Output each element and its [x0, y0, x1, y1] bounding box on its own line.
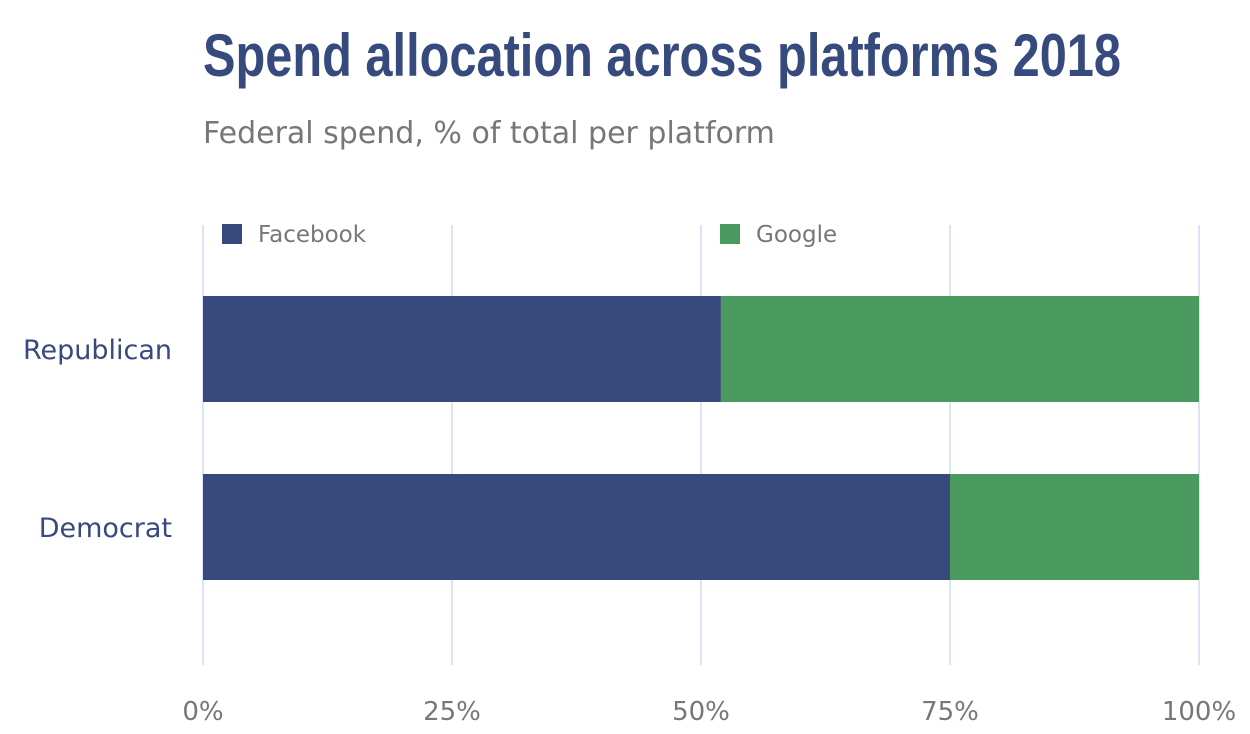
x-tick-label: 50% [672, 697, 730, 727]
category-labels: Republican Democrat [23, 335, 172, 544]
bar-republican-google [720, 296, 1199, 402]
legend-label-google: Google [756, 222, 837, 248]
gridlines [202, 225, 1200, 665]
x-tick-label: 0% [182, 697, 223, 727]
legend-swatch-facebook [222, 224, 242, 244]
legend: Facebook Google [222, 222, 837, 248]
x-tick-label: 100% [1162, 697, 1236, 727]
legend-label-facebook: Facebook [258, 222, 367, 248]
chart-title: Spend allocation across platforms 2018 [203, 22, 1121, 89]
category-label: Republican [23, 335, 172, 366]
bar-republican-facebook [203, 296, 721, 402]
bars [203, 296, 1199, 580]
x-axis-ticks: 0% 25% 50% 75% 100% [182, 697, 1236, 727]
category-label: Democrat [39, 513, 172, 544]
x-tick-label: 25% [423, 697, 481, 727]
chart-subtitle: Federal spend, % of total per platform [203, 116, 775, 151]
bar-democrat-google [950, 474, 1199, 580]
x-tick-label: 75% [921, 697, 979, 727]
bar-democrat-facebook [203, 474, 950, 580]
legend-swatch-google [720, 224, 740, 244]
